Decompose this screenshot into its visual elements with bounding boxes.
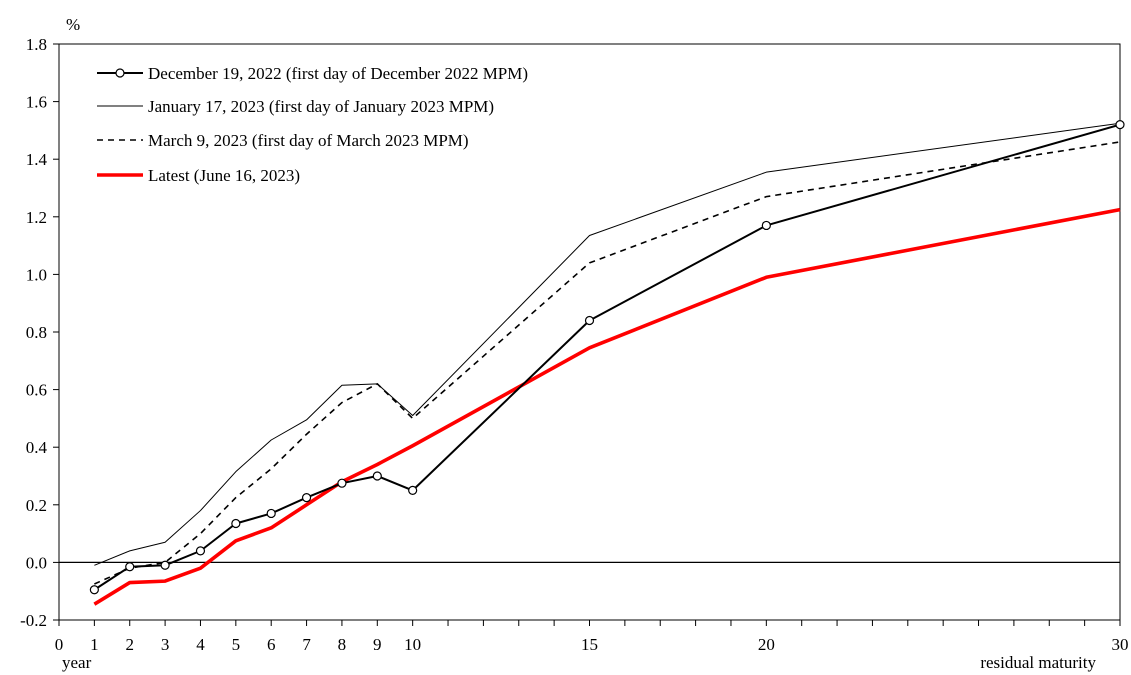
x-tick-label: 2 (125, 635, 134, 654)
series-line-2 (94, 122, 1121, 566)
x-tick-label: 6 (267, 635, 276, 654)
legend-label-3: March 9, 2023 (first day of March 2023 M… (148, 131, 469, 150)
x-tick-label: 5 (232, 635, 241, 654)
y-tick-label: 1.0 (26, 265, 47, 284)
y-tick-label: -0.2 (20, 611, 47, 630)
series-1-point (125, 562, 135, 572)
x-tick-label: 10 (404, 635, 421, 654)
series-line-4 (93, 207, 1121, 606)
y-tick-label: 1.8 (26, 35, 47, 54)
legend-label-2: January 17, 2023 (first day of January 2… (148, 97, 494, 116)
x-tick-label: 20 (758, 635, 775, 654)
y-tick-label: 0.8 (26, 323, 47, 342)
x-tick-label: 7 (302, 635, 311, 654)
legend-marker-1 (115, 68, 125, 78)
x-tick-label: 30 (1112, 635, 1129, 654)
series-line-3 (94, 141, 1121, 585)
series-1-point (761, 220, 771, 231)
series-1-point (195, 546, 206, 556)
x-tick-label: 1 (90, 635, 99, 654)
series-1-point (584, 315, 595, 326)
y-tick-label: 0.6 (26, 381, 47, 400)
x-tick-label: 8 (338, 635, 347, 654)
y-tick-label: 0.2 (26, 496, 47, 515)
y-tick-label: 0.0 (26, 553, 47, 572)
x-tick-label: 3 (161, 635, 170, 654)
series-1-point (160, 560, 170, 570)
x-tick-label: 9 (373, 635, 382, 654)
y-tick-label: 0.4 (26, 438, 48, 457)
series-1-point (372, 471, 382, 481)
legend-label-4: Latest (June 16, 2023) (148, 166, 300, 185)
y-axis-label: % (66, 15, 80, 34)
x-tick-label: 15 (581, 635, 598, 654)
x-tick-label: 4 (196, 635, 205, 654)
series-1-point (266, 508, 276, 519)
series-1-point (337, 478, 347, 488)
legend-label-1: December 19, 2022 (first day of December… (148, 64, 528, 83)
series-1-point (89, 585, 99, 595)
series-1-point (231, 518, 241, 529)
series-1-point (408, 485, 418, 495)
series-1-point (301, 493, 312, 503)
series-line-1 (93, 123, 1121, 591)
x-axis-label: residual maturity (980, 653, 1096, 672)
x-axis-unit-label: year (62, 653, 92, 672)
series-1-point (1115, 120, 1125, 130)
y-tick-label: 1.4 (26, 150, 48, 169)
x-tick-label: 0 (55, 635, 64, 654)
y-tick-label: 1.6 (26, 93, 47, 112)
y-tick-label: 1.2 (26, 208, 47, 227)
